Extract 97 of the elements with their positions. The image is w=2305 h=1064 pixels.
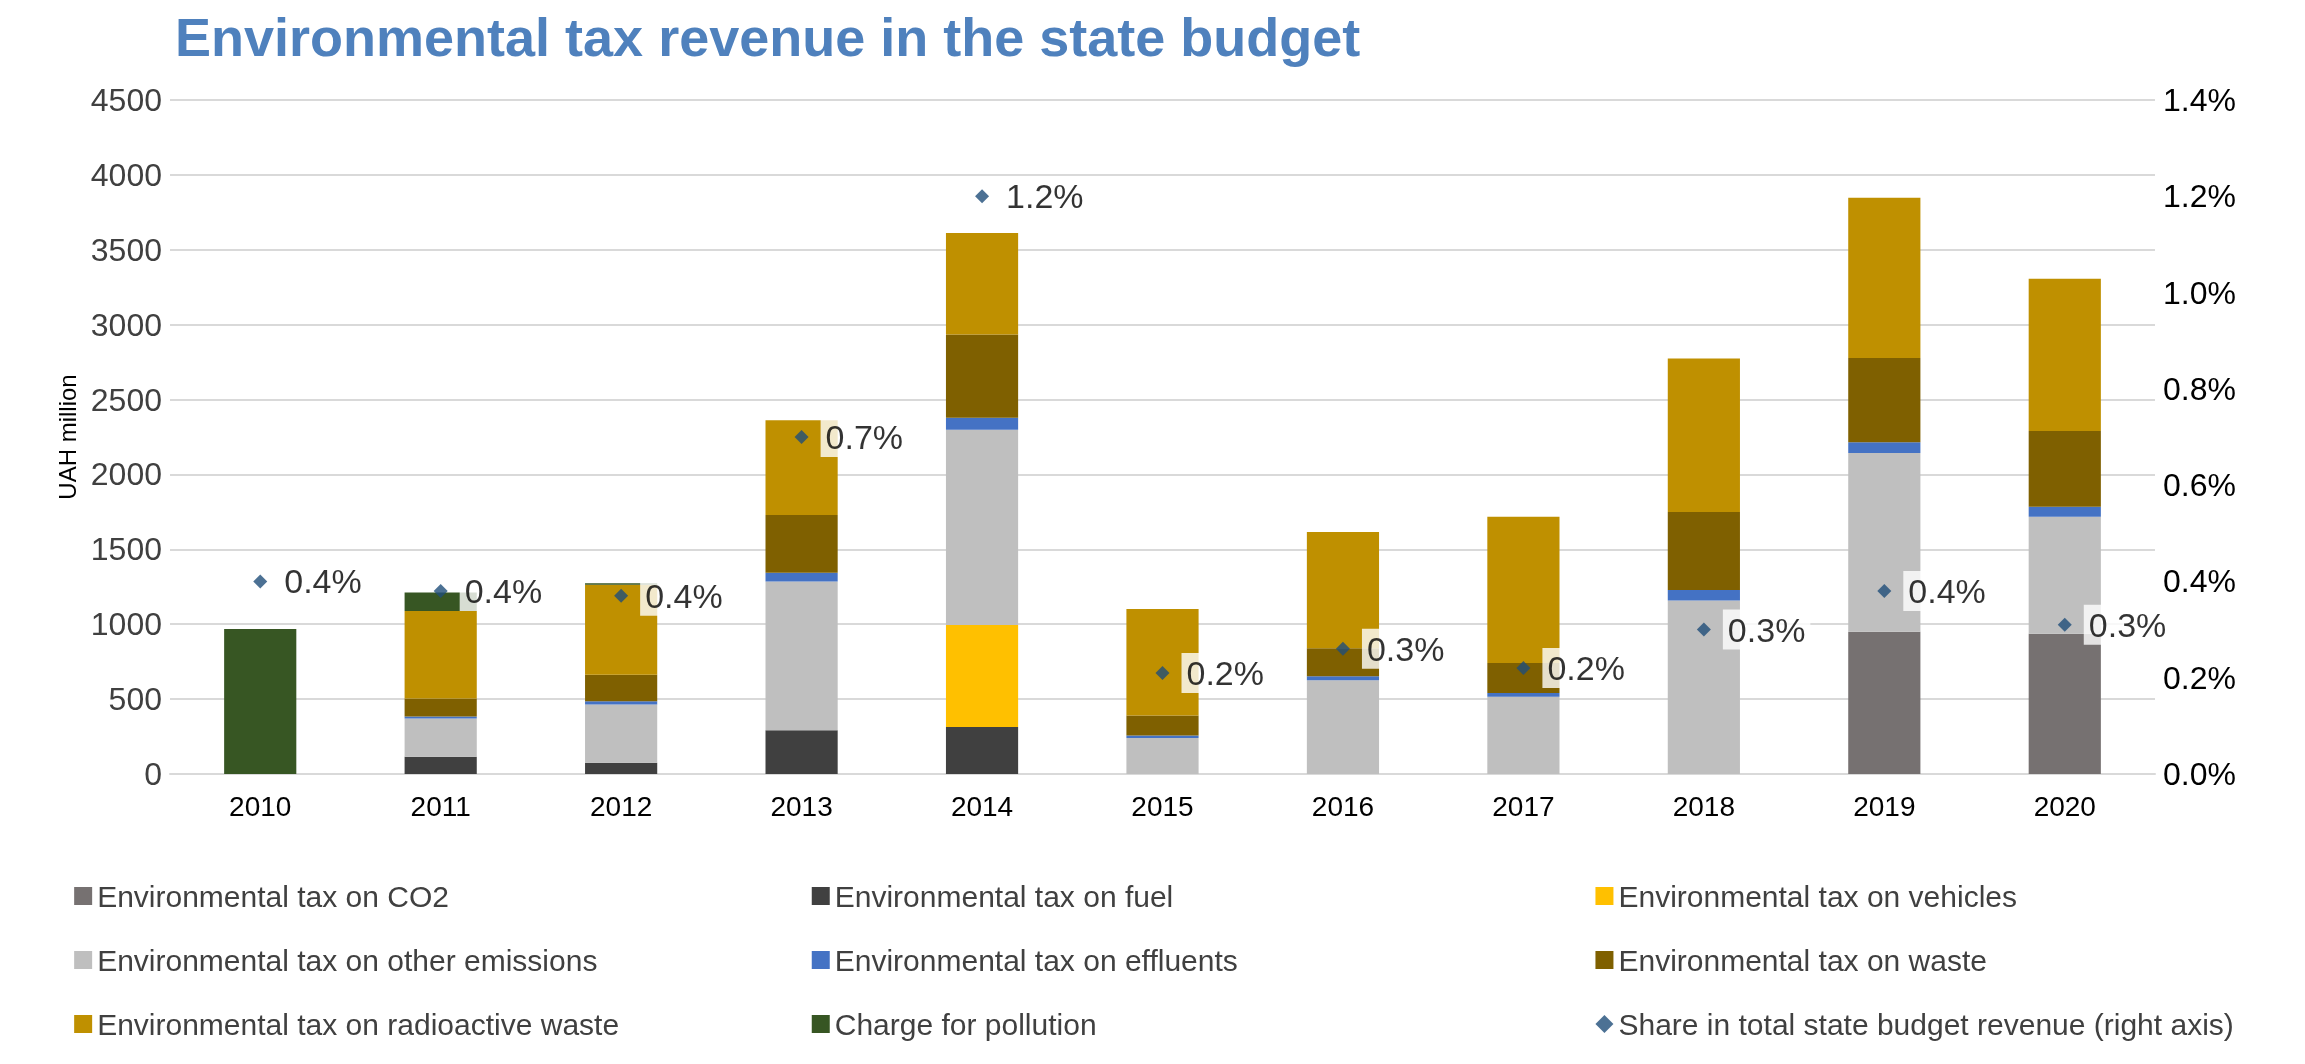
legend-label: Environmental tax on waste <box>1618 943 1987 977</box>
bar <box>404 611 477 699</box>
data-label: 0.2% <box>1186 653 1264 692</box>
bar <box>404 698 477 717</box>
y-tick-label: 2500 <box>90 381 162 418</box>
y-tick-label: 500 <box>108 681 162 718</box>
y-tick-label: 3500 <box>90 231 162 268</box>
data-label: 0.4% <box>645 576 723 615</box>
y2-tick-label: 0.4% <box>2163 563 2236 600</box>
bar <box>585 762 658 774</box>
point <box>1335 641 1350 656</box>
legend-label: Environmental tax on vehicles <box>1618 879 2017 913</box>
bar <box>1306 676 1380 681</box>
bar <box>945 624 1019 727</box>
bar <box>224 629 297 774</box>
legend-label: Environmental tax on other emissions <box>97 943 598 977</box>
point <box>794 430 809 444</box>
x-tick-label: 2017 <box>1492 790 1555 822</box>
x-tick-label: 2015 <box>1131 790 1194 822</box>
x-tick-label: 2010 <box>229 790 292 822</box>
data-label: 0.2% <box>1547 649 1625 688</box>
data-label: 0.3% <box>1727 610 1806 649</box>
y-axis-title: UAH million <box>54 374 82 500</box>
y2-tick-label: 0.0% <box>2163 756 2236 792</box>
chart-title: Environmental tax revenue in the state budget <box>175 7 1361 67</box>
y2-tick-label: 0.8% <box>2163 370 2236 407</box>
bar <box>1848 197 1921 358</box>
bar <box>1667 512 1740 590</box>
bar <box>945 726 1019 774</box>
bar <box>1126 715 1199 736</box>
bar <box>1126 738 1199 774</box>
x-tick-label: 2014 <box>950 790 1014 822</box>
point <box>433 584 448 599</box>
bar <box>404 718 477 757</box>
bar <box>585 674 658 702</box>
data-label: 0.3% <box>2088 605 2167 644</box>
bar <box>585 704 658 763</box>
y-tick-label: 4500 <box>90 82 162 118</box>
bar <box>1487 696 1560 774</box>
bar <box>945 233 1019 335</box>
x-tick-label: 2012 <box>589 790 653 822</box>
y-tick-label: 1500 <box>90 531 162 568</box>
x-tick-label: 2013 <box>770 790 833 822</box>
bar <box>765 581 838 731</box>
y2-tick-label: 1.2% <box>2163 178 2236 215</box>
bar <box>585 701 658 705</box>
data-label: 0.4% <box>284 562 362 601</box>
legend-label: Environmental tax on effluents <box>834 943 1238 977</box>
bar <box>2028 431 2101 507</box>
bar <box>945 417 1019 430</box>
x-tick-label: 2018 <box>1672 790 1736 822</box>
y2-tick-label: 0.2% <box>2163 659 2236 696</box>
point <box>2057 617 2072 632</box>
data-label: 0.3% <box>1366 629 1445 668</box>
x-tick-label: 2011 <box>410 790 471 822</box>
data-label: 0.7% <box>825 418 904 456</box>
point <box>1516 661 1531 676</box>
y2-tick-label: 0.6% <box>2163 467 2236 504</box>
bar <box>765 730 838 774</box>
legend-label: Share in total state budget revenue (right axis) <box>1618 1007 2234 1041</box>
legend-label: Environmental tax on radioactive waste <box>97 1007 620 1041</box>
bar <box>2028 278 2101 432</box>
bar <box>404 756 477 774</box>
point <box>1155 665 1170 680</box>
bar <box>2028 506 2101 517</box>
point <box>1877 584 1892 599</box>
legend-label: Environmental tax on CO2 <box>97 879 449 913</box>
data-label: 0.4% <box>1908 572 1986 611</box>
y2-tick-label: 1.0% <box>2163 274 2236 311</box>
y2-tick-label: 1.4% <box>2163 82 2236 118</box>
point <box>253 574 268 589</box>
x-tick-label: 2020 <box>2033 790 2096 822</box>
x-tick-label: 2016 <box>1311 790 1375 822</box>
bar <box>945 334 1019 418</box>
bar <box>1487 692 1560 697</box>
bar <box>1667 358 1740 513</box>
data-label: 0.4% <box>464 572 543 611</box>
bar <box>1848 442 1921 453</box>
point <box>975 189 990 204</box>
y-tick-label: 0 <box>144 756 162 792</box>
y-tick-label: 3000 <box>90 306 162 343</box>
legend-label: Environmental tax on fuel <box>834 879 1174 913</box>
bar <box>765 572 838 582</box>
bar <box>1848 631 1921 774</box>
bar <box>1667 589 1740 601</box>
legend-label: Charge for pollution <box>834 1007 1097 1041</box>
point <box>1696 622 1711 637</box>
point <box>614 588 629 603</box>
data-label: 1.2% <box>1006 177 1084 216</box>
bar <box>1306 680 1380 774</box>
y-tick-label: 4000 <box>90 156 162 193</box>
bar <box>765 515 838 573</box>
y-tick-label: 1000 <box>90 606 162 643</box>
bar <box>945 429 1019 625</box>
y-tick-label: 2000 <box>90 456 162 493</box>
x-tick-label: 2019 <box>1853 790 1916 822</box>
bar <box>1848 357 1921 443</box>
